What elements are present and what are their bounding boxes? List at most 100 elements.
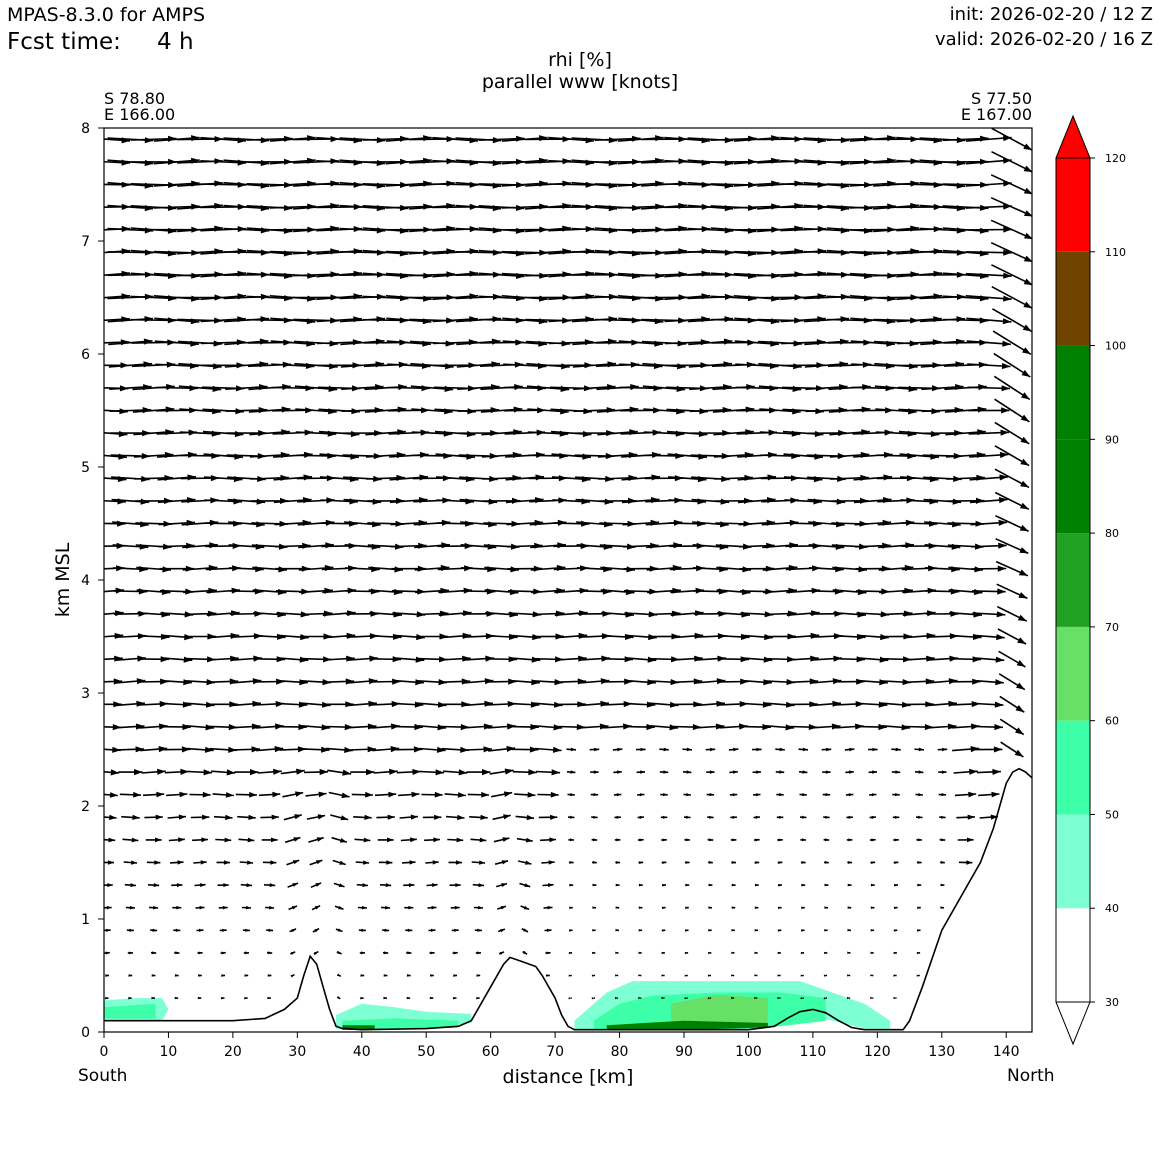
wind-vector-360 <box>938 793 947 797</box>
wind-vector-1390 <box>733 203 780 210</box>
wind-vector-971 <box>295 430 337 437</box>
colorbar-tick-label-40: 40 <box>1105 902 1119 915</box>
wind-vector-368 <box>211 769 236 776</box>
wind-vector-956 <box>876 452 916 460</box>
colorbar: 30 40 50 60 70 80 90 100 110 120 <box>1055 114 1126 1046</box>
wind-vector-283 <box>939 838 946 842</box>
wind-vector-58 <box>823 974 827 977</box>
wind-vector-999 <box>945 429 986 436</box>
wind-vector-497 <box>440 701 470 708</box>
wind-vector-95 <box>847 951 851 954</box>
wind-vector-202 <box>801 883 806 887</box>
y-tick-label-5: 5 <box>81 460 90 476</box>
wind-vector-139 <box>195 905 205 910</box>
wind-vector-9 <box>360 997 364 1000</box>
wind-vector-60 <box>870 974 874 977</box>
wind-vector-243 <box>893 861 899 864</box>
wind-vector-134 <box>917 929 921 932</box>
wind-vector-18 <box>638 996 642 999</box>
wind-vector-279 <box>846 838 853 842</box>
wind-vector-197 <box>685 883 690 887</box>
wind-vector-976 <box>411 430 453 437</box>
wind-vector-44 <box>453 974 458 977</box>
wind-vector-1485 <box>153 135 200 142</box>
wind-vector-1267 <box>664 270 711 278</box>
wind-vector-721 <box>996 583 1028 600</box>
wind-vector-1499 <box>478 135 525 142</box>
wind-vector-1075 <box>851 385 895 392</box>
colorbar-tick-label-70: 70 <box>1105 621 1119 634</box>
wind-vector-148 <box>404 905 414 910</box>
wind-vector-80 <box>498 951 505 955</box>
wind-vector-1271 <box>757 271 804 278</box>
wind-vector-170 <box>917 906 921 910</box>
wind-vector-340 <box>467 791 490 798</box>
wind-vector-248 <box>122 837 139 843</box>
wind-vector-306 <box>591 815 598 819</box>
wind-vector-574 <box>370 656 402 663</box>
x-tick-label-60: 60 <box>482 1044 500 1060</box>
wind-vector-295 <box>330 814 349 821</box>
wind-vector-313 <box>753 815 761 819</box>
wind-vector-549 <box>718 678 749 685</box>
wind-vector-274 <box>730 838 737 842</box>
wind-vector-475 <box>858 723 887 731</box>
wind-vector-327 <box>166 791 188 798</box>
y-tick-label-1: 1 <box>81 912 90 928</box>
wind-vector-318 <box>869 815 877 819</box>
wind-vector-62 <box>916 974 920 977</box>
wind-vector-1051 <box>294 385 338 392</box>
wind-vector-328 <box>189 791 211 798</box>
wind-vector-492 <box>324 701 354 708</box>
wind-vector-1343 <box>571 227 618 234</box>
wind-vector-1422 <box>548 181 595 188</box>
wind-vector-229 <box>568 861 574 864</box>
wind-vector-503 <box>579 700 609 707</box>
wind-vector-561 <box>998 673 1026 691</box>
wind-vector-1199 <box>942 317 989 324</box>
wind-vector-539 <box>486 678 517 685</box>
wind-vector-51 <box>661 974 665 977</box>
wind-vector-147 <box>381 905 391 910</box>
wind-vector-1293 <box>339 249 386 256</box>
wind-vector-317 <box>846 815 853 819</box>
wind-vector-221 <box>378 860 393 865</box>
wind-vector-399 <box>938 770 947 774</box>
wind-vector-1045 <box>155 385 199 392</box>
x-tick-label-10: 10 <box>160 1044 178 1060</box>
wind-vector-521 <box>999 695 1025 713</box>
wind-vector-101 <box>150 928 158 932</box>
wind-vector-562 <box>104 655 123 662</box>
forecast-time-label: Fcst time: <box>7 29 121 55</box>
wind-vector-542 <box>556 678 587 685</box>
wind-vector-299 <box>422 814 442 820</box>
wind-vector-1328 <box>223 227 270 234</box>
wind-vector-300 <box>445 814 465 821</box>
wind-vector-56 <box>777 974 781 977</box>
wind-vector-314 <box>776 815 784 819</box>
wind-vector-254 <box>261 837 278 843</box>
colorbar-tick-label-80: 80 <box>1105 527 1119 540</box>
wind-vector-1085 <box>155 362 199 369</box>
colorbar-band-60 <box>1056 626 1090 721</box>
wind-vector-369 <box>234 769 259 776</box>
wind-vector-520 <box>974 701 1004 708</box>
wind-vector-1071 <box>758 385 802 392</box>
wind-vector-1489 <box>246 135 293 142</box>
wind-vector-847 <box>204 498 243 505</box>
wind-vector-1066 <box>642 385 686 392</box>
wind-vector-260 <box>400 837 417 843</box>
wind-vector-1204 <box>130 295 177 302</box>
wind-vector-200 <box>754 883 759 887</box>
wind-vector-1098 <box>456 361 501 368</box>
wind-vector-1282 <box>104 248 131 255</box>
wind-vector-161 <box>708 906 713 909</box>
axis-layer: 0 10 20 30 40 50 60 70 80 90 100 110 120 130 140 0 1 2 3 4 5… <box>81 121 1020 1060</box>
wind-vector-1068 <box>689 384 732 391</box>
wind-vector-482 <box>104 701 122 708</box>
wind-vector-66 <box>174 951 180 955</box>
wind-vector-193 <box>592 883 597 887</box>
wind-vector-515 <box>858 701 888 708</box>
wind-vector-1055 <box>387 385 431 392</box>
